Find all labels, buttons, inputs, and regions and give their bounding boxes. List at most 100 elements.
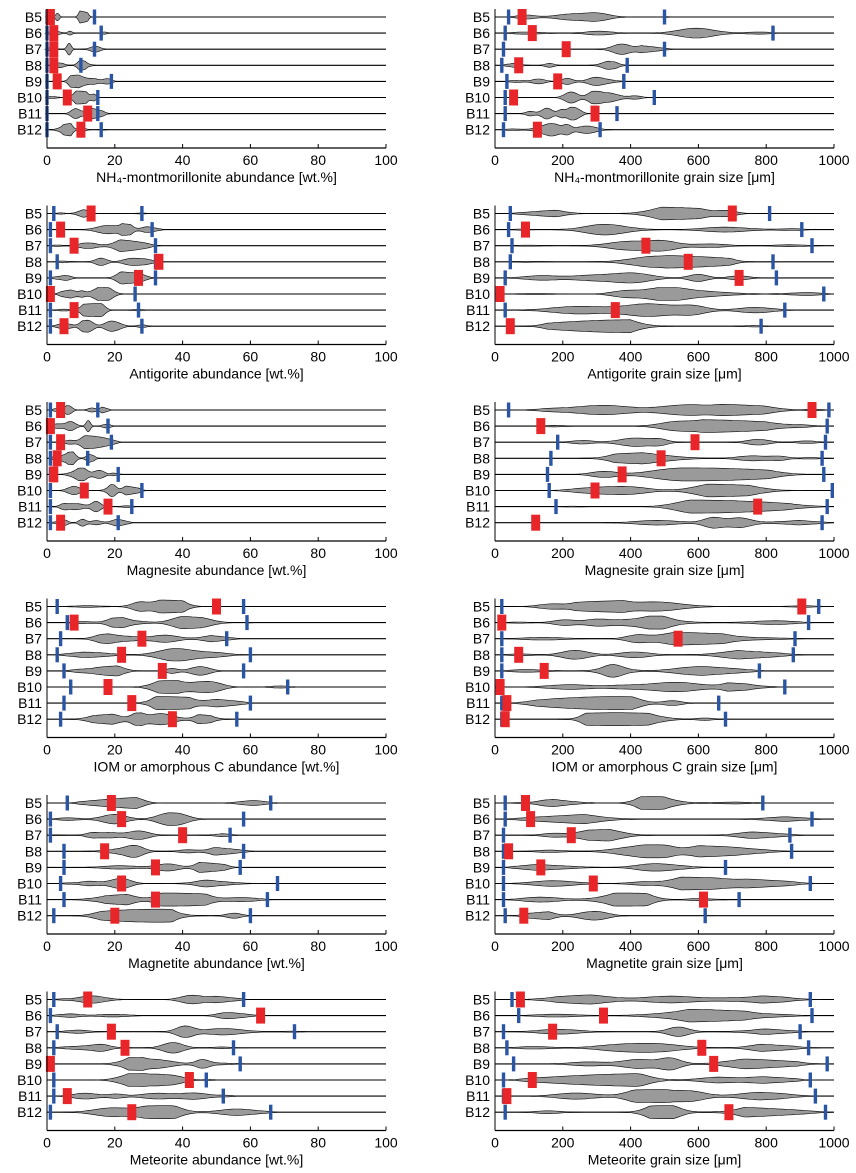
bound-marker — [265, 892, 270, 908]
bound-marker — [827, 402, 831, 418]
violin — [501, 1073, 819, 1087]
row-label: B6 — [25, 615, 42, 631]
best-fit-marker — [69, 614, 79, 631]
x-tick-label: 80 — [310, 349, 326, 365]
row-label: B11 — [18, 695, 42, 711]
x-tick-label: 600 — [687, 349, 711, 365]
bound-marker — [136, 302, 141, 318]
bound-marker — [62, 892, 66, 908]
x-tick-label: 400 — [619, 938, 643, 954]
row-label: B8 — [473, 57, 490, 73]
row-label: B5 — [25, 402, 42, 418]
x-tick-label: 0 — [43, 349, 51, 365]
bound-marker — [62, 663, 66, 679]
bound-marker — [92, 9, 97, 25]
bound-marker — [62, 859, 66, 875]
bound-marker — [58, 631, 63, 647]
bound-marker — [510, 238, 514, 254]
violin — [45, 74, 120, 89]
violin — [48, 1057, 249, 1071]
row-label: B12 — [17, 318, 42, 334]
bound-marker — [500, 647, 504, 663]
violin — [548, 452, 833, 465]
violin — [503, 910, 716, 921]
x-tick-label: 80 — [310, 545, 326, 561]
row-label: B10 — [465, 90, 490, 106]
bound-marker — [723, 711, 728, 727]
x-tick-label: 600 — [687, 742, 711, 758]
best-fit-marker — [697, 1039, 707, 1056]
x-tick-label: 200 — [551, 938, 575, 954]
bound-marker — [783, 679, 787, 695]
bound-marker — [503, 302, 507, 318]
bound-marker — [65, 795, 69, 811]
best-fit-marker — [49, 41, 59, 58]
best-fit-marker — [45, 1055, 55, 1072]
bound-marker — [221, 1088, 225, 1104]
row-label: B12 — [465, 1104, 490, 1120]
best-fit-marker — [120, 1039, 130, 1056]
row-label: B12 — [465, 515, 490, 531]
x-axis-label: Meteorite grain size [μm] — [588, 1152, 742, 1168]
best-fit-marker — [553, 73, 563, 90]
best-fit-marker — [561, 41, 571, 58]
bound-marker — [554, 499, 558, 515]
bound-marker — [48, 499, 53, 515]
row-label: B6 — [25, 1008, 42, 1024]
violin — [48, 287, 151, 301]
violin — [51, 1092, 238, 1100]
bound-marker — [248, 647, 253, 663]
violin — [51, 908, 264, 923]
x-tick-label: 1000 — [818, 152, 849, 168]
x-tick-label: 100 — [374, 742, 398, 758]
x-tick-label: 800 — [755, 938, 779, 954]
best-fit-marker — [673, 630, 683, 647]
x-tick-label: 800 — [755, 152, 779, 168]
bound-marker — [245, 615, 249, 631]
x-tick-label: 40 — [175, 152, 191, 168]
best-fit-marker — [69, 237, 79, 254]
row-label: B9 — [25, 1056, 42, 1072]
x-tick-label: 0 — [491, 1135, 499, 1151]
x-tick-label: 200 — [551, 349, 575, 365]
row-label: B7 — [25, 41, 42, 57]
bound-marker — [615, 106, 619, 122]
violin — [44, 10, 101, 24]
row-label: B9 — [25, 73, 42, 89]
best-fit-marker — [797, 598, 807, 615]
best-fit-marker — [724, 1104, 734, 1121]
violin — [499, 712, 732, 726]
violin — [503, 796, 772, 810]
best-fit-marker — [151, 891, 160, 908]
x-tick-label: 200 — [551, 1135, 575, 1151]
row-label: B12 — [17, 711, 42, 727]
row-label: B10 — [465, 483, 490, 499]
bound-marker — [501, 843, 506, 859]
row-label: B6 — [473, 1008, 490, 1024]
row-label: B11 — [466, 1088, 490, 1104]
violin — [499, 287, 835, 301]
bound-marker — [503, 908, 507, 924]
x-tick-label: 200 — [551, 742, 575, 758]
violin — [45, 107, 112, 120]
violin — [51, 1073, 218, 1087]
violin — [48, 303, 147, 317]
row-label: B8 — [25, 254, 42, 270]
best-fit-marker — [49, 466, 59, 483]
best-fit-marker — [699, 891, 708, 908]
bound-marker — [771, 25, 775, 41]
bound-marker — [55, 647, 59, 663]
bound-marker — [547, 483, 551, 498]
x-tick-label: 400 — [619, 545, 643, 561]
x-tick-label: 1000 — [818, 938, 849, 954]
x-tick-label: 800 — [755, 1135, 779, 1151]
best-fit-marker — [599, 1007, 608, 1024]
bound-marker — [767, 206, 772, 221]
bound-marker — [86, 450, 90, 466]
violin — [45, 59, 96, 71]
bound-marker — [228, 827, 232, 843]
best-fit-marker — [167, 711, 177, 728]
